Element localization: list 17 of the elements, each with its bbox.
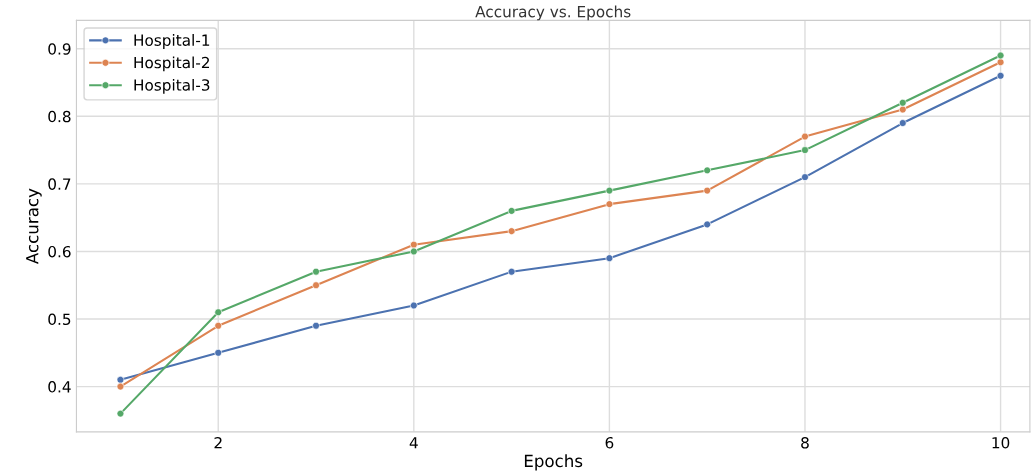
chart-title: Accuracy vs. Epochs xyxy=(475,5,631,21)
y-tick-label: 0.8 xyxy=(48,110,71,123)
y-tick-label: 0.9 xyxy=(48,43,71,55)
x-tick-label: 2 xyxy=(214,436,222,449)
y-tick-label: 0.4 xyxy=(48,381,71,393)
x-tick-label: 6 xyxy=(605,436,614,449)
legend-label: Hospital-2 xyxy=(134,56,210,72)
legend-label: Hospital-3 xyxy=(134,78,210,94)
y-axis-title: Accuracy xyxy=(26,188,42,265)
x-axis-title: Epochs xyxy=(524,454,583,471)
legend-label: Hospital-1 xyxy=(134,34,210,49)
x-tick-label: 10 xyxy=(992,436,1010,449)
y-tick-label: 0.5 xyxy=(48,313,71,326)
x-tick-label: 8 xyxy=(801,436,809,449)
y-tick-label: 0.6 xyxy=(48,245,71,258)
y-tick-label: 0.7 xyxy=(48,178,71,190)
x-tick-label: 4 xyxy=(409,437,418,449)
